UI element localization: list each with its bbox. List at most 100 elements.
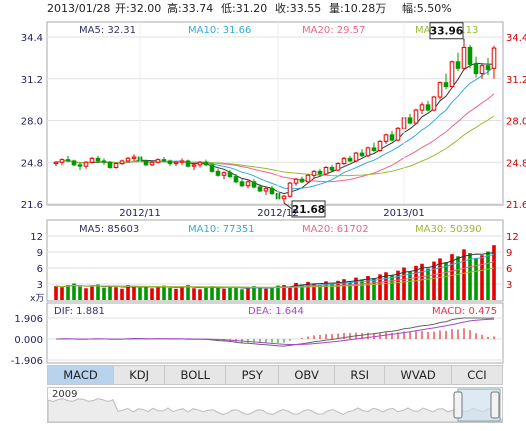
annotation-box [291,200,326,218]
price-tick-left: 24.8 [21,158,43,169]
legend-ma5: MA5: 32.31 [79,25,136,36]
volume-bar [276,285,280,300]
candle-body [251,181,257,188]
vol-legend-ma5: MA5: 85603 [79,224,139,235]
candle-body [239,181,245,187]
dea-line [56,318,495,345]
volume-bar [264,288,268,300]
candle-body [299,178,305,183]
candle-body [185,160,191,167]
candle-body [425,104,431,111]
price-annotations: 33.96 21.68 [283,22,465,218]
date-axis: 2012/11 2012/12 2013/01 [119,22,425,219]
tab-macd[interactable]: MACD [48,366,114,384]
volume-bar [456,256,460,300]
navigator-area [48,398,502,422]
candle-body [245,181,251,187]
price-panel [46,21,504,206]
price-tick-left: 31.2 [21,75,43,86]
volume-bar [138,287,142,300]
candle-body [437,82,443,98]
price-tick-left: 21.6 [21,200,43,211]
candle-body [149,161,155,166]
candle-body [257,186,263,192]
candle-body [485,65,491,71]
header-open: 开:32.00 [115,2,161,15]
volume-bar [282,285,286,300]
candle-body [101,160,107,163]
volume-tick-right: 9 [506,248,512,259]
volume-tick-right: 3 [506,280,512,291]
quote-header: 2013/01/28 开:32.00 高:33.74 低:31.20 收:33.… [47,1,452,15]
volume-bar [486,251,490,300]
tab-cci[interactable]: CCI [467,368,487,382]
tab-wvad[interactable]: WVAD [385,366,452,384]
volume-bar [360,279,364,300]
volume-bar [108,286,112,300]
volume-bar [120,288,124,300]
price-tick-left: 34.4 [21,33,43,44]
volume-bar [144,286,148,300]
volume-bar [348,282,352,300]
volume-bar [318,285,322,300]
annotation-leader [283,202,293,210]
macd-lines [55,317,495,347]
price-tick-right: 24.8 [506,158,526,169]
candle-body [125,157,131,162]
candle-body [197,161,203,166]
candle-body [293,178,299,184]
header-close: 收:33.55 [275,1,321,15]
volume-bar [438,258,442,300]
navigator-svg [48,388,502,422]
volume-bar [468,253,472,300]
candle-body [347,157,353,162]
macd-axis: 1.906 0.000 -1.906 [11,314,43,367]
candle-body [95,157,101,162]
volume-bar [204,287,208,300]
tab-psy[interactable]: PSY [226,366,280,384]
volume-bar [66,285,70,300]
range-navigator[interactable]: 2009 [47,387,503,423]
legend-ma20: MA20: 29.57 [302,25,365,36]
tab-obv[interactable]: OBV [279,366,336,384]
volume-bar [162,285,166,300]
candle-body [413,109,419,124]
volume-bars [54,245,496,300]
vol-legend-ma10: MA10: 77351 [188,224,255,235]
candle-body [143,160,149,166]
volume-bar [474,257,478,300]
candle-body [191,164,197,167]
volume-bar [396,270,400,300]
tab-kdj[interactable]: KDJ [114,366,166,384]
candle-body [311,170,317,176]
volume-bar [210,286,214,300]
date-tick-label: 2012/12 [257,208,299,219]
macd-legend: DIF: 1.881 DEA: 1.644 MACD: 0.475 [54,306,497,317]
volume-tick-left: 9 [37,248,43,259]
candle-body [305,174,311,183]
macd-panel [46,302,504,364]
date-tick-label: 2012/11 [119,208,161,219]
volume-bar [450,254,454,300]
candle-body [161,159,167,162]
volume-bar [114,287,118,300]
volume-bar [312,283,316,300]
volume-unit: x万 [30,294,44,304]
volume-bar [132,286,136,300]
volume-bar [366,276,370,300]
volume-bar [288,286,292,300]
volume-tick-left: 6 [37,264,43,275]
volume-bar [444,262,448,300]
volume-bar [324,281,328,300]
volume-bar [432,261,436,300]
candle-body [53,161,59,165]
tab-rsi[interactable]: RSI [335,366,386,384]
volume-ma30-line [55,267,495,288]
candle-body [221,172,227,176]
header-low: 低:31.20 [221,2,267,15]
candle-body [89,157,95,163]
tab-boll[interactable]: BOLL [165,366,227,384]
volume-bar [402,267,406,300]
volume-bar [384,272,388,300]
